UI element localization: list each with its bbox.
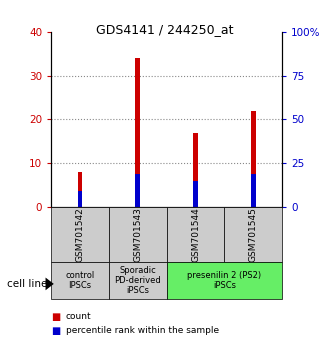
- Text: cell line: cell line: [7, 279, 47, 289]
- Text: presenilin 2 (PS2)
iPSCs: presenilin 2 (PS2) iPSCs: [187, 271, 261, 290]
- Bar: [109, 207, 167, 262]
- Bar: [167, 262, 282, 299]
- Polygon shape: [46, 278, 54, 290]
- Text: control
IPSCs: control IPSCs: [65, 271, 95, 290]
- Text: percentile rank within the sample: percentile rank within the sample: [66, 326, 219, 336]
- Bar: [193, 133, 198, 207]
- Text: ■: ■: [51, 326, 60, 336]
- Bar: [51, 207, 109, 262]
- Bar: [224, 207, 282, 262]
- Bar: [167, 207, 224, 262]
- Text: GSM701544: GSM701544: [191, 207, 200, 262]
- Text: Sporadic
PD-derived
iPSCs: Sporadic PD-derived iPSCs: [115, 266, 161, 296]
- Bar: [193, 181, 198, 207]
- Bar: [109, 262, 167, 299]
- Text: GSM701545: GSM701545: [249, 207, 258, 262]
- Bar: [78, 172, 82, 207]
- Text: GSM701543: GSM701543: [133, 207, 142, 262]
- Bar: [251, 174, 255, 207]
- Text: ■: ■: [51, 312, 60, 322]
- Text: count: count: [66, 312, 92, 321]
- Bar: [78, 191, 82, 207]
- Text: GDS4141 / 244250_at: GDS4141 / 244250_at: [96, 23, 234, 36]
- Bar: [51, 262, 109, 299]
- Bar: [135, 58, 140, 207]
- Bar: [135, 174, 140, 207]
- Bar: [251, 111, 255, 207]
- Text: GSM701542: GSM701542: [76, 207, 84, 262]
